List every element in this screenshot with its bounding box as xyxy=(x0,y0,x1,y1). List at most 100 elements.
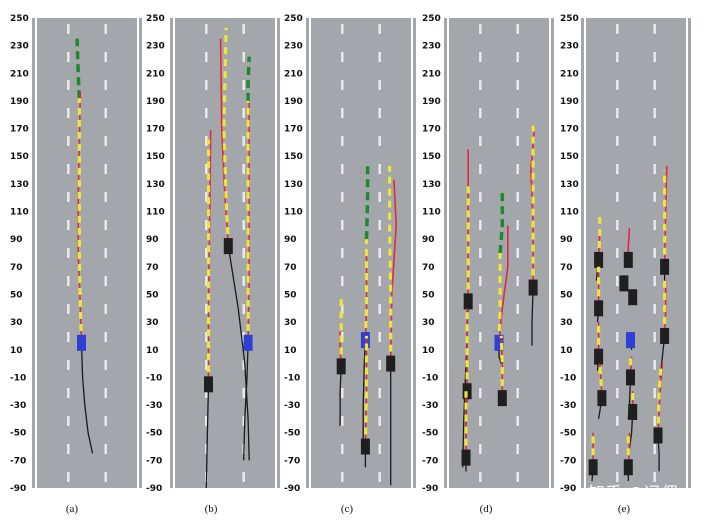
panel-4: 250 230 210 190 170 150 130 110 90 70 50 30 10 -10 -30… xyxy=(422,14,554,515)
vehicle-4 xyxy=(386,165,398,486)
y-tick-label: 50 xyxy=(422,290,435,300)
car xyxy=(628,289,638,306)
y-tick-label: 30 xyxy=(10,318,23,328)
y-tick-label: 130 xyxy=(422,180,441,190)
y-tick-label: 170 xyxy=(146,125,165,135)
y-tick-label: -50 xyxy=(146,429,162,439)
y-tick-label: 210 xyxy=(146,69,165,79)
history-trajectory xyxy=(531,287,534,346)
y-tick-label: 170 xyxy=(560,125,579,135)
y-tick-label: 150 xyxy=(560,152,579,162)
y-tick-label: 190 xyxy=(10,97,29,107)
y-tick-label: -50 xyxy=(10,429,26,439)
y-tick-label: -50 xyxy=(560,429,576,439)
y-tick-label: 190 xyxy=(422,97,441,107)
ground-truth-extension xyxy=(246,56,251,101)
car xyxy=(653,427,663,444)
y-tick-label: 90 xyxy=(146,235,159,245)
vehicle-6 xyxy=(528,125,538,346)
y-tick-label: 10 xyxy=(146,346,159,356)
y-tick-label: 70 xyxy=(10,263,23,273)
panel-3: 250 230 210 190 170 150 130 110 90 70 50 30 10 -10 -30… xyxy=(284,14,416,515)
vehicle-4 xyxy=(597,363,607,420)
predicted-trajectory xyxy=(363,335,369,447)
vehicle-6 xyxy=(623,228,633,268)
predicted-trajectory xyxy=(656,363,663,436)
y-tick-label: -30 xyxy=(422,401,438,411)
ground-truth-trajectory xyxy=(364,253,368,341)
y-tick-label: 110 xyxy=(422,208,441,218)
car xyxy=(386,355,396,372)
y-tick-label: 50 xyxy=(10,290,23,300)
y-tick-label: -90 xyxy=(146,484,162,494)
history-trajectory xyxy=(362,340,367,447)
vehicle-5 xyxy=(588,432,598,482)
y-tick-label: 30 xyxy=(422,318,435,328)
car xyxy=(594,300,604,317)
y-tick-label: -10 xyxy=(10,373,26,383)
vehicle-5 xyxy=(497,335,507,407)
y-tick-label: 110 xyxy=(284,208,303,218)
y-tick-label: 10 xyxy=(560,346,573,356)
y-tick-label: 150 xyxy=(146,152,165,162)
panel-caption: (d) xyxy=(480,503,493,515)
car xyxy=(594,251,604,268)
history-trajectory xyxy=(243,342,249,461)
history-trajectory xyxy=(205,384,210,489)
predicted-trajectory xyxy=(597,211,602,260)
car xyxy=(204,376,213,393)
y-tick-label: 150 xyxy=(284,152,303,162)
y-tick-label: 70 xyxy=(560,263,573,273)
y-tick-label: 30 xyxy=(146,318,159,328)
history-trajectory xyxy=(80,342,94,454)
y-tick-label: -30 xyxy=(146,401,162,411)
history-trajectory xyxy=(227,245,250,461)
ego-vehicle-3 xyxy=(243,56,253,461)
panel-caption: (b) xyxy=(205,503,218,515)
vehicle-3 xyxy=(594,322,604,371)
car xyxy=(628,403,638,420)
vehicle-1 xyxy=(204,129,213,489)
car xyxy=(619,275,629,292)
y-tick-label: 250 xyxy=(560,14,579,24)
vehicle-3 xyxy=(360,335,370,468)
predicted-trajectory xyxy=(77,98,84,343)
car xyxy=(360,438,370,455)
y-tick-label: 90 xyxy=(560,235,573,245)
y-tick-label: -70 xyxy=(422,456,438,466)
car xyxy=(588,459,598,476)
ground-truth-trajectory xyxy=(389,179,398,364)
y-tick-label: 50 xyxy=(146,290,159,300)
ego-car xyxy=(243,334,253,351)
y-tick-label: 170 xyxy=(422,125,441,135)
y-tick-label: 30 xyxy=(284,318,297,328)
y-tick-label: 250 xyxy=(146,14,165,24)
panel-2: 250 230 210 190 170 150 130 110 90 70 50 30 10 -10 -30… xyxy=(146,14,280,515)
y-tick-label: -50 xyxy=(422,429,438,439)
y-tick-label: -90 xyxy=(284,484,300,494)
y-tick-label: 230 xyxy=(146,42,165,52)
y-tick-label: -70 xyxy=(10,456,26,466)
vehicle-8 xyxy=(628,289,638,306)
panel-caption: (c) xyxy=(341,503,354,515)
vehicle-12 xyxy=(623,432,633,482)
y-tick-label: 10 xyxy=(422,346,435,356)
road-surface xyxy=(306,18,416,488)
y-tick-label: -30 xyxy=(560,401,576,411)
y-tick-label: 190 xyxy=(284,97,303,107)
y-tick-label: 90 xyxy=(284,235,297,245)
y-tick-label: 130 xyxy=(560,180,579,190)
y-tick-label: 250 xyxy=(10,14,29,24)
y-tick-label: 50 xyxy=(560,290,573,300)
y-tick-label: -90 xyxy=(10,484,26,494)
car xyxy=(336,358,346,375)
y-tick-label: -10 xyxy=(422,373,438,383)
ego-vehicle-1 xyxy=(75,38,94,454)
y-tick-label: 170 xyxy=(284,125,303,135)
ground-truth-extension xyxy=(498,189,505,254)
y-tick-label: 230 xyxy=(560,42,579,52)
y-tick-label: -10 xyxy=(146,373,162,383)
car xyxy=(660,327,670,344)
y-tick-label: 10 xyxy=(10,346,23,356)
